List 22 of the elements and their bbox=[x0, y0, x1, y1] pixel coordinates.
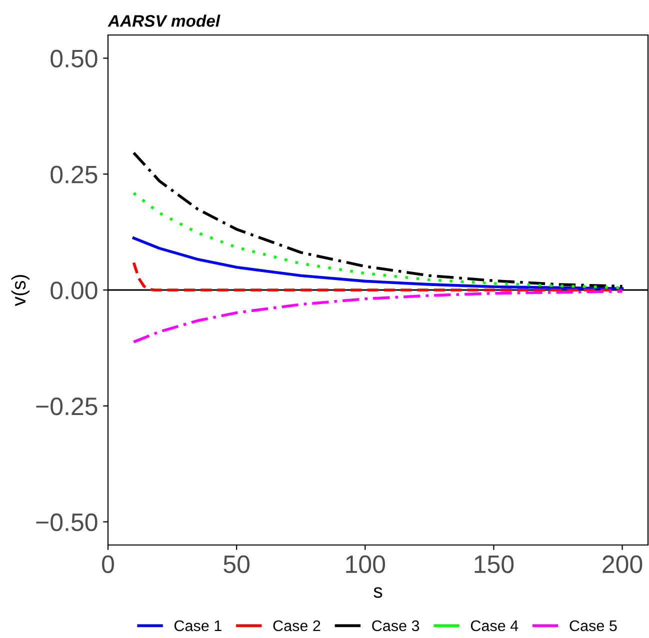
y-tick-label: 0.00 bbox=[50, 282, 98, 300]
x-axis-title: s bbox=[374, 587, 382, 598]
chart-title: AARSV model bbox=[108, 14, 220, 27]
x-tick-label: 150 bbox=[474, 555, 514, 574]
x-tick-label: 50 bbox=[224, 555, 250, 574]
x-tick-label: 200 bbox=[602, 555, 642, 574]
legend-label: Case 2 bbox=[273, 620, 320, 632]
legend-label: Case 1 bbox=[174, 620, 222, 632]
y-tick-label: 0.50 bbox=[50, 50, 98, 68]
legend-label: Case 5 bbox=[570, 620, 617, 632]
legend-label: Case 4 bbox=[470, 620, 518, 632]
y-axis-title: v(s) bbox=[11, 275, 30, 306]
line-series bbox=[132, 290, 624, 344]
line-series bbox=[132, 261, 624, 292]
y-tick-label: −0.50 bbox=[36, 513, 98, 532]
x-tick-label: 0 bbox=[102, 555, 114, 574]
line-series bbox=[132, 236, 624, 290]
x-tick-label: 100 bbox=[346, 555, 386, 574]
legend-label: Case 3 bbox=[372, 620, 420, 632]
y-tick-label: 0.25 bbox=[50, 166, 98, 184]
line-series bbox=[132, 151, 624, 288]
y-tick-label: −0.25 bbox=[36, 398, 98, 416]
